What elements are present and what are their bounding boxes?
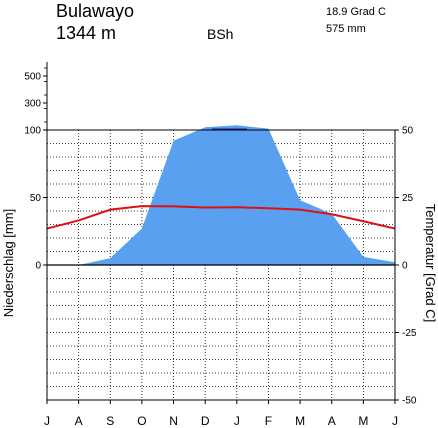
temp-tick-label: 0 bbox=[402, 261, 408, 272]
annual-precipitation: 575 mm bbox=[326, 23, 366, 35]
temp-line-layer bbox=[46, 205, 396, 230]
mean-temperature: 18.9 Grad C bbox=[326, 6, 386, 18]
precip-area bbox=[47, 125, 395, 266]
precip-area-layer bbox=[47, 125, 395, 266]
month-label: M bbox=[295, 414, 305, 428]
month-label: O bbox=[137, 414, 146, 428]
station-name: Bulawayo bbox=[56, 1, 134, 21]
month-label: N bbox=[169, 414, 178, 428]
precip-tick-label: 300 bbox=[24, 99, 41, 110]
temp-line bbox=[46, 205, 396, 230]
month-label: A bbox=[75, 414, 83, 428]
precip-tick-label: 0 bbox=[35, 261, 41, 272]
precip-tick-label: 50 bbox=[30, 193, 42, 204]
temp-tick-label: 50 bbox=[402, 126, 414, 137]
month-label: J bbox=[392, 414, 398, 428]
temp-tick-label: -50 bbox=[402, 396, 417, 407]
month-label: J bbox=[234, 414, 240, 428]
temp-tick-label: 25 bbox=[402, 193, 414, 204]
temp-tick-label: -25 bbox=[402, 328, 417, 339]
month-label: A bbox=[328, 414, 336, 428]
month-label: M bbox=[358, 414, 368, 428]
precip-axis-label: Niederschlag [mm] bbox=[1, 209, 16, 317]
station-elevation: 1344 m bbox=[56, 23, 116, 43]
temp-axis-label: Temperatur [Grad C] bbox=[423, 204, 438, 323]
month-label: J bbox=[44, 414, 50, 428]
precip-tick-label: 100 bbox=[24, 126, 41, 137]
month-label: S bbox=[106, 414, 114, 428]
month-label: D bbox=[201, 414, 210, 428]
climate-class: BSh bbox=[207, 26, 233, 42]
precip-tick-label: 500 bbox=[24, 72, 41, 83]
month-label: F bbox=[265, 414, 272, 428]
tick-layer: 0 50 100 300 500 -50 -25 0 25 50 J A S O N D J F M A M J bbox=[24, 67, 417, 428]
